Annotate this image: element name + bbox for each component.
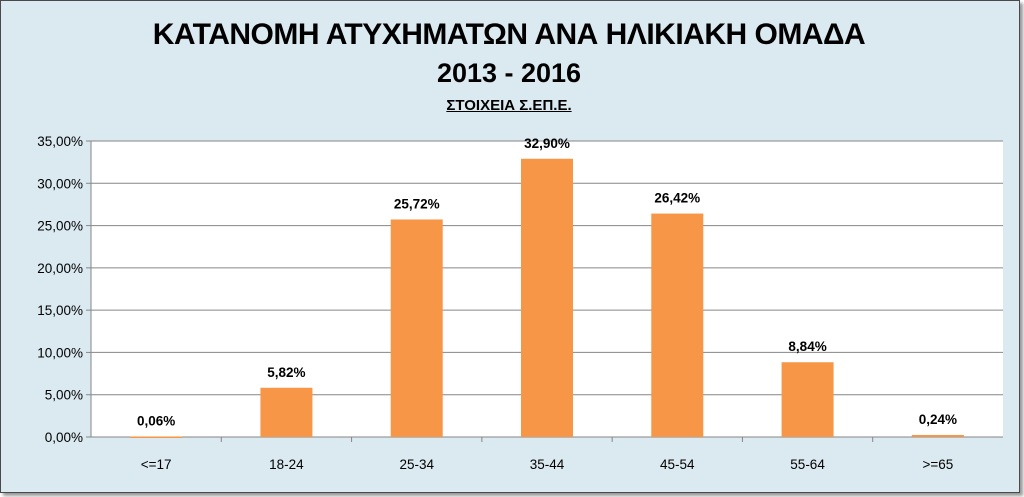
bar: [130, 436, 183, 438]
y-tick-label: 20,00%: [37, 261, 83, 276]
x-tick-label: 45-54: [660, 457, 695, 472]
data-label: 32,90%: [524, 136, 570, 151]
data-label: 25,72%: [394, 196, 440, 211]
x-tick-label: 35-44: [530, 457, 565, 472]
bar: [390, 219, 443, 437]
chart-title-years: 2013 - 2016: [436, 58, 582, 88]
y-tick-label: 25,00%: [37, 219, 83, 234]
x-tick-label: 25-34: [399, 457, 434, 472]
y-tick-label: 15,00%: [37, 303, 83, 318]
x-tick-label: <=17: [141, 457, 172, 472]
bar: [781, 362, 834, 437]
data-label: 0,24%: [919, 412, 957, 427]
x-tick-label: >=65: [922, 457, 953, 472]
chart-subtitle: ΣΤΟΙΧΕΙΑ Σ.ΕΠ.Ε.: [446, 97, 572, 114]
bar: [911, 434, 964, 437]
data-label: 26,42%: [654, 191, 700, 206]
y-tick-label: 30,00%: [37, 176, 83, 191]
chart-title: ΚΑΤΑΝΟΜΗ ΑΤΥΧΗΜΑΤΩΝ ΑΝΑ ΗΛΙΚΙΑΚΗ ΟΜΑΔΑ: [152, 18, 866, 51]
x-tick-label: 18-24: [269, 457, 304, 472]
data-label: 8,84%: [788, 339, 826, 354]
y-tick-label: 0,00%: [45, 430, 83, 445]
data-label: 5,82%: [267, 365, 305, 380]
y-tick-label: 5,00%: [45, 388, 83, 403]
data-label: 0,06%: [137, 413, 175, 428]
x-tick-label: 55-64: [790, 457, 825, 472]
bar: [651, 213, 704, 437]
y-tick-label: 35,00%: [37, 134, 83, 149]
bar: [260, 387, 313, 437]
bar: [521, 158, 573, 437]
y-tick-label: 10,00%: [37, 345, 83, 360]
